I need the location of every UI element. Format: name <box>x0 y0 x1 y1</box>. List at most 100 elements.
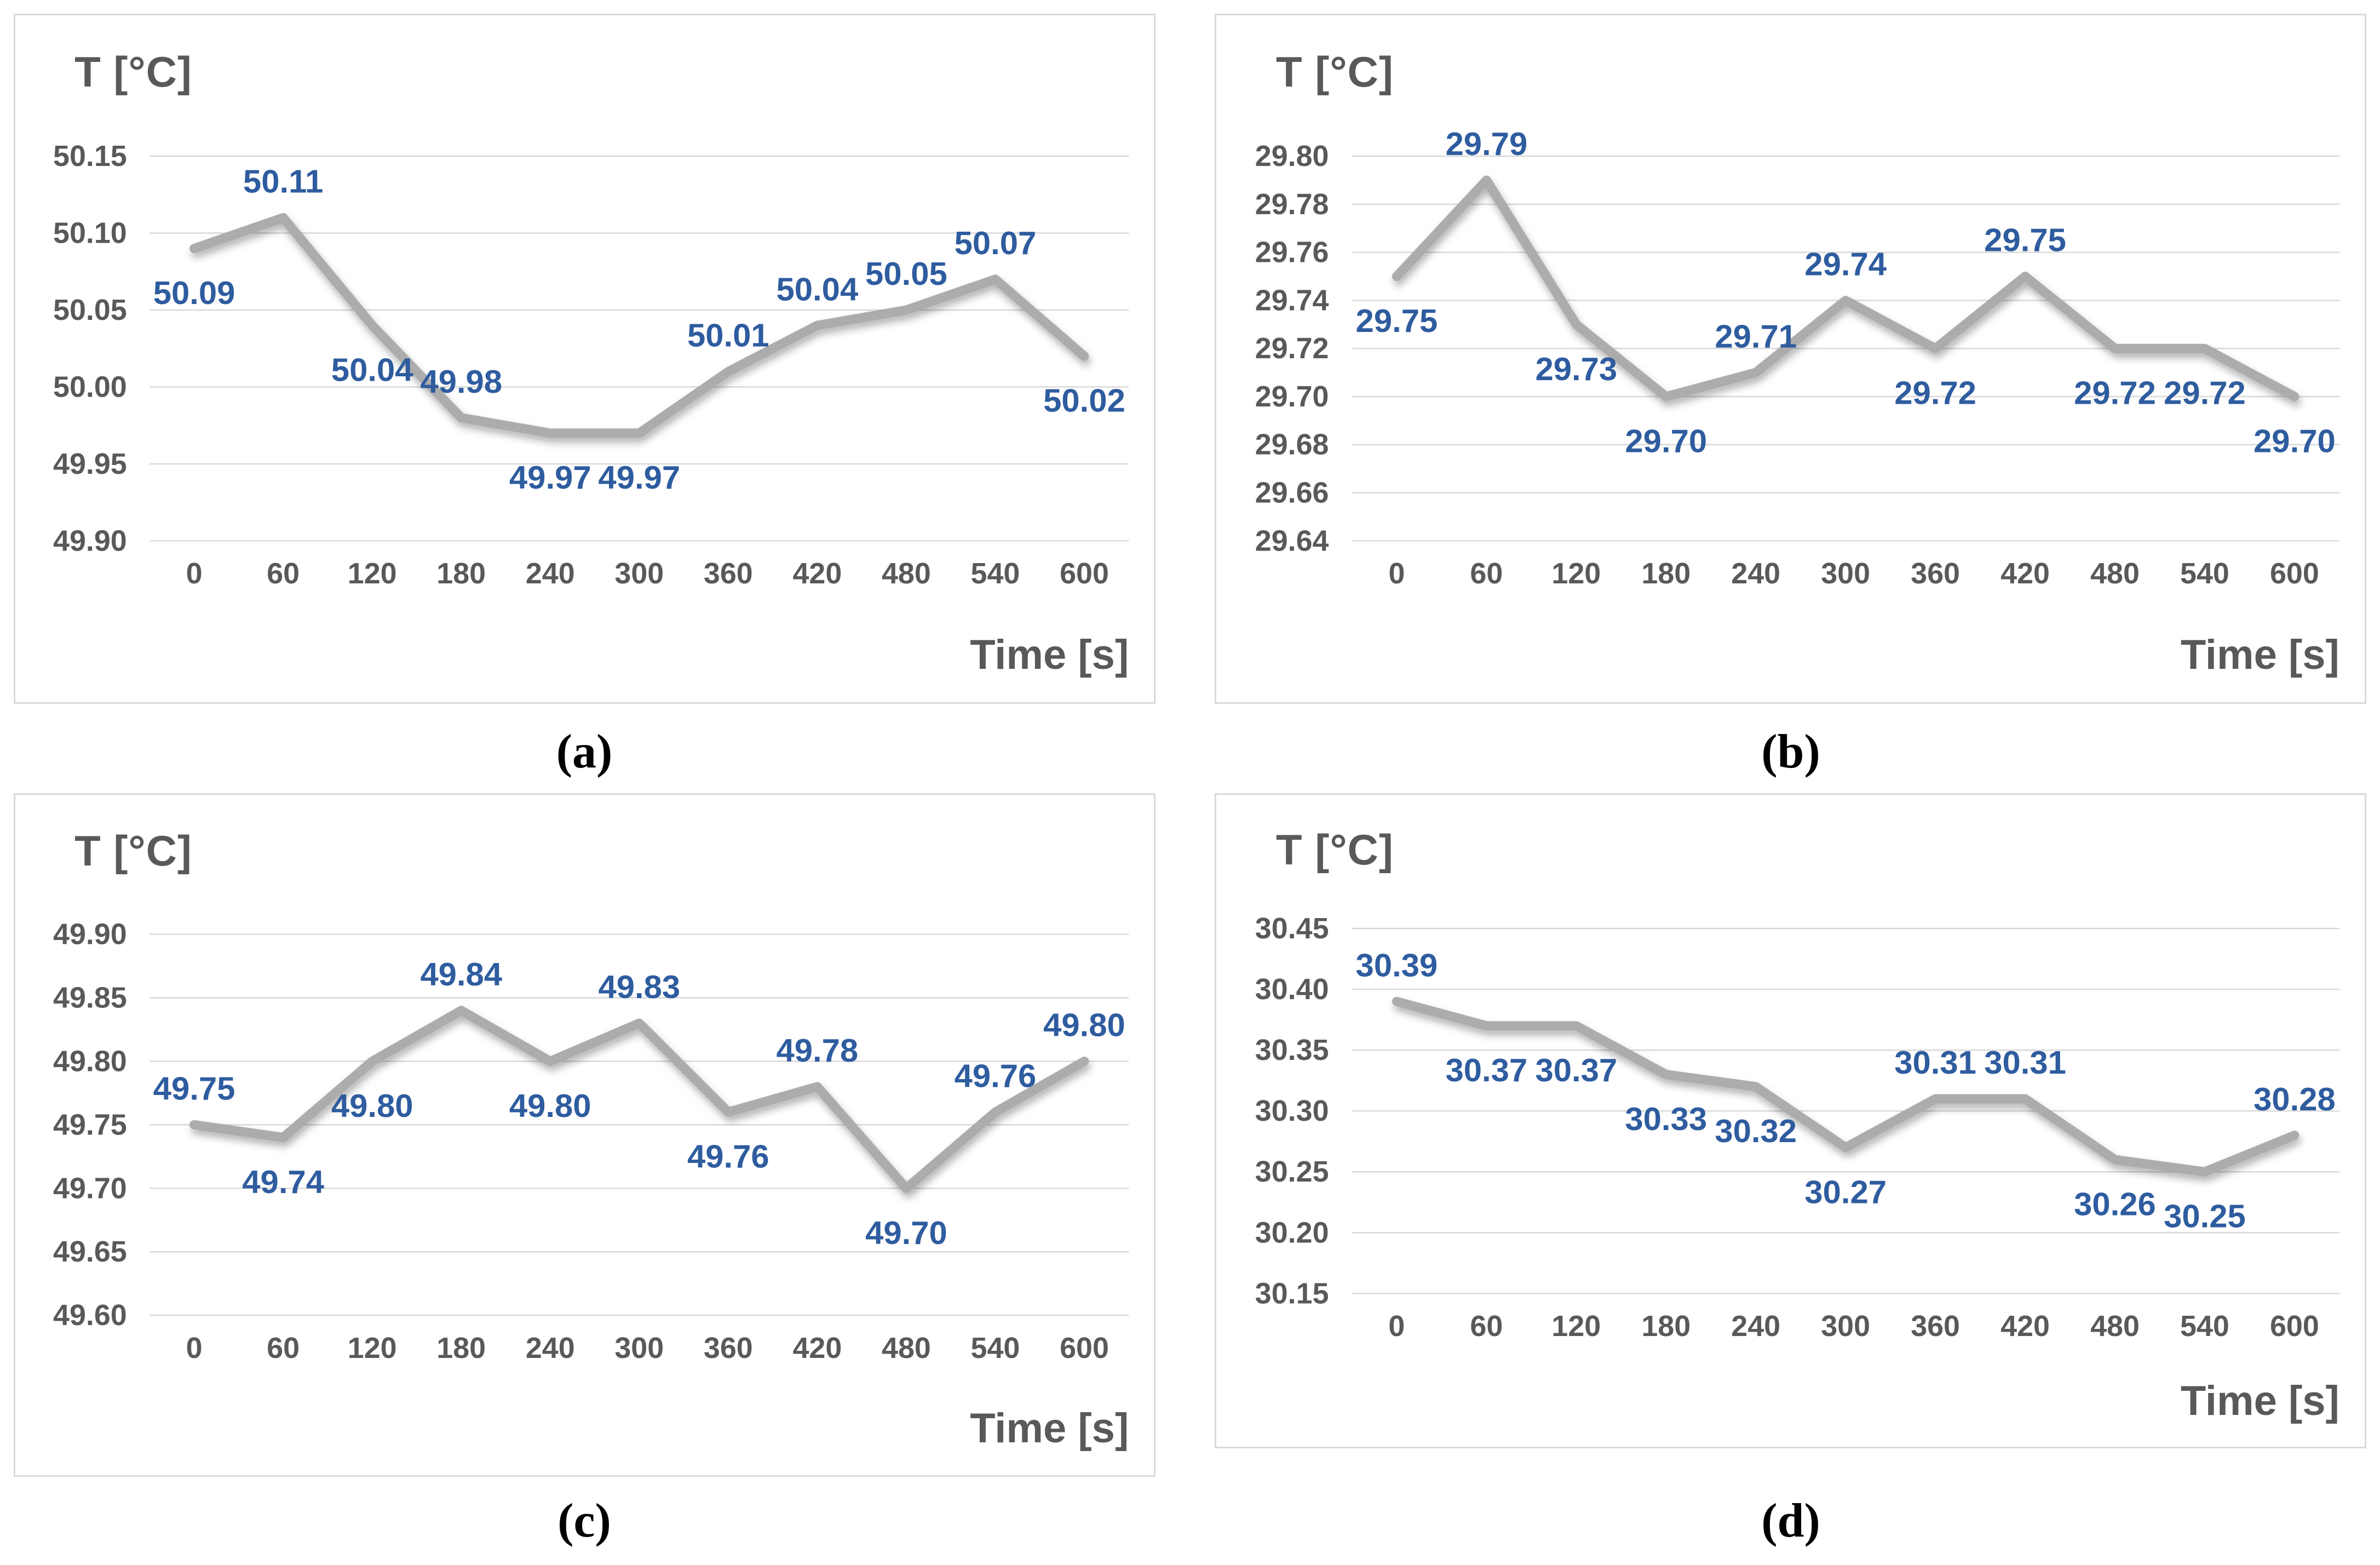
caption-c: (c) <box>557 1494 611 1547</box>
data-label: 29.72 <box>2164 375 2246 411</box>
chart-panel-d: 30.45 30.40 30.35 30.30 30.25 30.20 30.15 0 60 12… <box>1215 793 2366 1448</box>
caption-b: (b) <box>1761 725 1820 778</box>
y-tick-label: 49.65 <box>53 1235 127 1268</box>
data-label: 30.25 <box>2164 1198 2246 1235</box>
x-tick-label: 0 <box>186 1332 203 1365</box>
x-tick-label: 420 <box>792 557 842 590</box>
data-label: 49.74 <box>242 1163 324 1200</box>
x-axis-title: Time [s] <box>970 632 1129 679</box>
data-label: 29.71 <box>1715 318 1797 354</box>
data-label: 49.80 <box>1043 1007 1125 1044</box>
x-tick-label: 480 <box>2090 557 2140 590</box>
data-label: 50.09 <box>153 274 235 311</box>
y-tick-label: 29.64 <box>1255 524 1329 557</box>
data-label: 29.74 <box>1804 246 1887 283</box>
data-label: 49.83 <box>598 968 680 1005</box>
y-tick-label: 49.80 <box>53 1045 127 1077</box>
data-label: 49.70 <box>865 1214 947 1251</box>
y-tick-label: 49.90 <box>53 918 127 951</box>
y-tick-label: 30.40 <box>1255 973 1329 1006</box>
data-label: 49.97 <box>509 459 591 496</box>
chart-panel-b: 29.80 29.78 29.76 29.74 29.72 29.70 29.68 29.66… <box>1215 14 2366 704</box>
chart-plot-d: 30.45 30.40 30.35 30.30 30.25 30.20 30.15 0 60 12… <box>1255 912 2339 1343</box>
x-tick-label: 0 <box>1388 557 1405 590</box>
x-tick-label: 60 <box>1470 1310 1503 1343</box>
chart-panel-c: 49.90 49.85 49.80 49.75 49.70 49.65 49.60 0 60 12… <box>14 793 1155 1477</box>
x-tick-label: 420 <box>792 1332 842 1365</box>
chart-plot-a: 50.15 50.10 50.05 50.00 49.95 49.90 0 60 120 180 2… <box>53 140 1129 590</box>
data-label: 50.05 <box>865 255 947 292</box>
chart-panel-a: 50.15 50.10 50.05 50.00 49.95 49.90 0 60 120 180 2… <box>14 14 1155 704</box>
y-tick-label: 29.66 <box>1255 477 1329 509</box>
data-label: 30.33 <box>1625 1100 1707 1137</box>
data-label: 49.97 <box>598 459 680 496</box>
x-tick-label: 480 <box>882 557 931 590</box>
y-tick-label: 49.75 <box>53 1108 127 1141</box>
y-tick-label: 50.15 <box>53 140 127 173</box>
x-tick-label: 600 <box>1060 557 1109 590</box>
x-tick-label: 600 <box>1060 1332 1109 1365</box>
data-label: 30.39 <box>1356 947 1438 984</box>
data-label: 49.98 <box>420 363 502 400</box>
x-tick-label: 420 <box>2000 1310 2050 1343</box>
x-axis-title: Time [s] <box>2180 632 2339 679</box>
x-tick-label: 240 <box>526 1332 575 1365</box>
x-tick-label: 120 <box>1551 1310 1601 1343</box>
data-label: 30.31 <box>1894 1044 1976 1081</box>
x-tick-label: 240 <box>1731 557 1780 590</box>
y-tick-label: 49.85 <box>53 982 127 1014</box>
y-tick-label: 29.80 <box>1255 140 1329 173</box>
y-axis-title: T [°C] <box>1276 825 1394 874</box>
y-tick-label: 49.95 <box>53 448 127 480</box>
data-label: 29.73 <box>1535 351 1617 387</box>
data-label: 29.70 <box>2253 423 2336 460</box>
x-tick-label: 180 <box>436 557 486 590</box>
y-tick-label: 30.35 <box>1255 1034 1329 1067</box>
data-label: 29.79 <box>1446 125 1528 162</box>
chart-plot-c: 49.90 49.85 49.80 49.75 49.70 49.65 49.60 0 60 12… <box>53 918 1129 1365</box>
y-tick-label: 50.10 <box>53 217 127 250</box>
data-label: 50.02 <box>1043 382 1125 419</box>
data-label: 30.26 <box>2074 1186 2156 1223</box>
x-tick-label: 180 <box>1641 1310 1691 1343</box>
y-axis-title: T [°C] <box>74 827 192 875</box>
data-label: 30.31 <box>1984 1044 2066 1081</box>
x-tick-label: 300 <box>1821 1310 1870 1343</box>
caption-a: (a) <box>556 725 613 778</box>
x-tick-label: 540 <box>2180 557 2229 590</box>
x-axis-title: Time [s] <box>970 1405 1129 1452</box>
data-label: 49.84 <box>420 956 502 993</box>
x-tick-label: 240 <box>1731 1310 1780 1343</box>
x-tick-label: 180 <box>1641 557 1691 590</box>
y-tick-label: 30.20 <box>1255 1216 1329 1249</box>
x-tick-label: 360 <box>704 557 753 590</box>
x-tick-label: 300 <box>614 1332 664 1365</box>
y-tick-label: 29.76 <box>1255 236 1329 269</box>
data-label: 29.75 <box>1356 302 1438 339</box>
y-tick-label: 29.72 <box>1255 332 1329 365</box>
y-axis-title: T [°C] <box>74 47 192 96</box>
y-tick-label: 49.60 <box>53 1299 127 1332</box>
data-label: 29.72 <box>1894 375 1976 411</box>
temperature-series-line <box>1392 175 2299 402</box>
y-tick-label: 29.74 <box>1255 284 1329 317</box>
data-label: 29.72 <box>2074 375 2156 411</box>
x-tick-label: 600 <box>2270 1310 2319 1343</box>
data-label: 29.75 <box>1984 222 2066 259</box>
x-tick-label: 60 <box>267 1332 300 1365</box>
x-tick-label: 60 <box>1470 557 1503 590</box>
y-tick-label: 30.15 <box>1255 1277 1329 1310</box>
data-label: 49.76 <box>955 1057 1037 1094</box>
x-tick-label: 540 <box>971 1332 1020 1365</box>
x-tick-label: 120 <box>348 557 397 590</box>
data-label: 49.76 <box>687 1138 769 1175</box>
x-tick-label: 420 <box>2000 557 2050 590</box>
data-label: 30.37 <box>1535 1052 1617 1088</box>
x-tick-label: 120 <box>348 1332 397 1365</box>
caption-d: (d) <box>1761 1494 1820 1547</box>
chart-plot-b: 29.8029.7829.7629.7429.7229.7029.6829.66… <box>1255 125 2339 590</box>
data-label: 50.11 <box>243 163 323 200</box>
x-tick-label: 360 <box>1911 1310 1960 1343</box>
data-label: 30.28 <box>2253 1081 2336 1117</box>
x-tick-label: 300 <box>1821 557 1870 590</box>
